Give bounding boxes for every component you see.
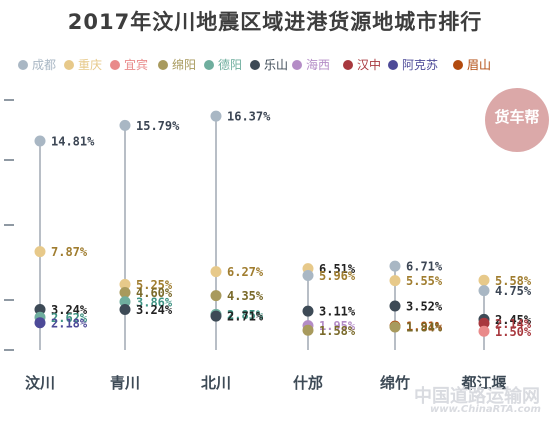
legend-marker xyxy=(343,60,353,70)
data-point xyxy=(389,260,401,272)
data-point xyxy=(302,270,314,281)
legend-marker xyxy=(388,60,398,70)
data-label: 5.96% xyxy=(319,269,356,283)
category-label: 北川 xyxy=(201,374,231,392)
data-label: 3.11% xyxy=(319,305,356,319)
data-point xyxy=(119,287,131,298)
data-point xyxy=(302,305,314,317)
data-label: 3.52% xyxy=(406,300,443,314)
data-point xyxy=(34,246,46,258)
legend-item: 宜宾 xyxy=(110,56,148,72)
data-point xyxy=(119,278,131,290)
data-point xyxy=(210,310,222,322)
category-label: 汶川 xyxy=(25,374,55,392)
data-label: 1.84% xyxy=(406,321,443,335)
data-label: 14.81% xyxy=(51,135,95,149)
legend-label: 眉山 xyxy=(467,58,492,72)
data-label: 3.86% xyxy=(136,295,173,309)
data-label: 1.58% xyxy=(319,324,356,338)
data-label: 6.71% xyxy=(406,260,443,274)
data-label: 4.75% xyxy=(495,284,532,298)
data-label: 2.85% xyxy=(227,308,264,322)
legend-marker xyxy=(453,60,463,70)
category-label: 都江堰 xyxy=(460,374,506,392)
legend-label: 德阳 xyxy=(218,58,243,72)
data-label: 2.14% xyxy=(495,317,532,331)
category-label: 绵竹 xyxy=(380,374,410,392)
legend-item: 绵阳 xyxy=(158,56,196,72)
data-point xyxy=(34,304,46,315)
data-label: 3.24% xyxy=(136,303,173,317)
data-label: 3.24% xyxy=(51,303,88,317)
legend-item: 海西 xyxy=(292,56,330,72)
data-label: 2.62% xyxy=(51,311,88,325)
legend-marker xyxy=(204,60,214,70)
legend-item: 阿克苏 xyxy=(388,56,438,72)
legend-label: 宜宾 xyxy=(124,58,149,72)
chart-legend: 成都 重庆 宜宾 绵阳 德阳 乐山 海西 汉中 阿克苏 眉山 xyxy=(18,56,548,76)
data-point xyxy=(210,266,222,278)
data-point xyxy=(478,274,490,286)
legend-item: 汉中 xyxy=(343,56,381,72)
data-label: 1.91% xyxy=(406,320,443,334)
legend-item: 眉山 xyxy=(453,56,491,72)
data-point xyxy=(389,275,401,287)
chart-title: 2017年汶川地震区域进港货源地城市排行 xyxy=(67,10,483,34)
data-label: 16.37% xyxy=(227,110,271,124)
watermark-url: www.ChinaRTA.com xyxy=(430,404,541,415)
legend-marker xyxy=(292,60,302,70)
data-label: 2.71% xyxy=(227,310,264,324)
data-point xyxy=(210,110,222,122)
legend-marker xyxy=(250,60,260,70)
category-label: 什邡 xyxy=(293,374,323,392)
legend-label: 成都 xyxy=(32,58,57,72)
data-label: 5.25% xyxy=(136,278,173,292)
data-point xyxy=(119,304,131,315)
logo-text: 货车帮 xyxy=(494,108,540,126)
legend-label: 阿克苏 xyxy=(402,58,439,72)
data-label: 5.58% xyxy=(495,274,532,288)
data-point xyxy=(478,325,490,337)
legend-marker xyxy=(158,60,168,70)
data-label: 6.27% xyxy=(227,265,264,279)
data-point xyxy=(389,300,401,312)
legend-marker xyxy=(64,60,74,70)
data-label: 15.79% xyxy=(136,119,180,133)
data-point xyxy=(34,135,46,147)
data-point xyxy=(210,290,222,302)
legend-item: 成都 xyxy=(18,56,56,72)
data-label: 4.35% xyxy=(227,289,264,303)
data-label: 2.45% xyxy=(495,313,532,327)
data-point xyxy=(119,296,131,308)
legend-marker xyxy=(18,60,28,70)
data-point xyxy=(478,285,490,297)
legend-label: 乐山 xyxy=(264,58,289,72)
data-point xyxy=(302,324,314,336)
category-label: 青川 xyxy=(110,374,140,392)
huochebang-logo: 货车帮 xyxy=(485,88,549,152)
data-label: 2.18% xyxy=(51,316,88,330)
legend-item: 乐山 xyxy=(250,56,288,72)
data-point xyxy=(478,317,490,329)
data-label: 7.87% xyxy=(51,245,88,259)
data-label: 5.55% xyxy=(406,274,443,288)
data-label: 1.50% xyxy=(495,325,532,339)
data-point xyxy=(34,317,46,329)
watermark-cn: 中国道路运输网 xyxy=(414,386,540,407)
data-point xyxy=(119,119,131,131)
data-label: 4.60% xyxy=(136,286,173,300)
legend-label: 海西 xyxy=(306,58,331,72)
legend-item: 德阳 xyxy=(204,56,242,72)
data-label: 1.95% xyxy=(319,319,356,333)
legend-label: 绵阳 xyxy=(172,58,197,72)
legend-marker xyxy=(110,60,120,70)
legend-label: 重庆 xyxy=(78,58,103,72)
data-point xyxy=(389,321,401,333)
legend-item: 重庆 xyxy=(64,56,102,72)
data-label: 6.51% xyxy=(319,262,356,276)
legend-label: 汉中 xyxy=(357,58,382,72)
